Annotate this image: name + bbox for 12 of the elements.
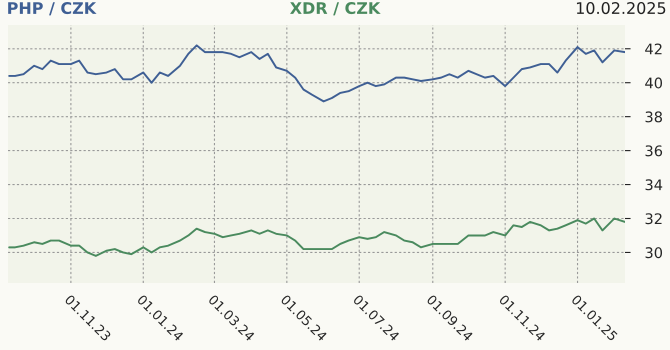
- y-tick-label: 36: [646, 145, 662, 156]
- text: PHP / CZK: [8, 2, 97, 16]
- text: XDR / CZK: [290, 2, 381, 16]
- y-tick-label: 30: [646, 247, 662, 258]
- text: 10.02.2025: [576, 2, 666, 14]
- y-tick-label: 40: [645, 77, 662, 88]
- y-tick-label: 42: [645, 43, 662, 54]
- line-series: [8, 218, 625, 257]
- line-series: [8, 44, 625, 102]
- y-tick-label: 32: [646, 213, 662, 224]
- y-tick-label: 34: [646, 179, 662, 190]
- y-tick-label: 38: [646, 111, 662, 122]
